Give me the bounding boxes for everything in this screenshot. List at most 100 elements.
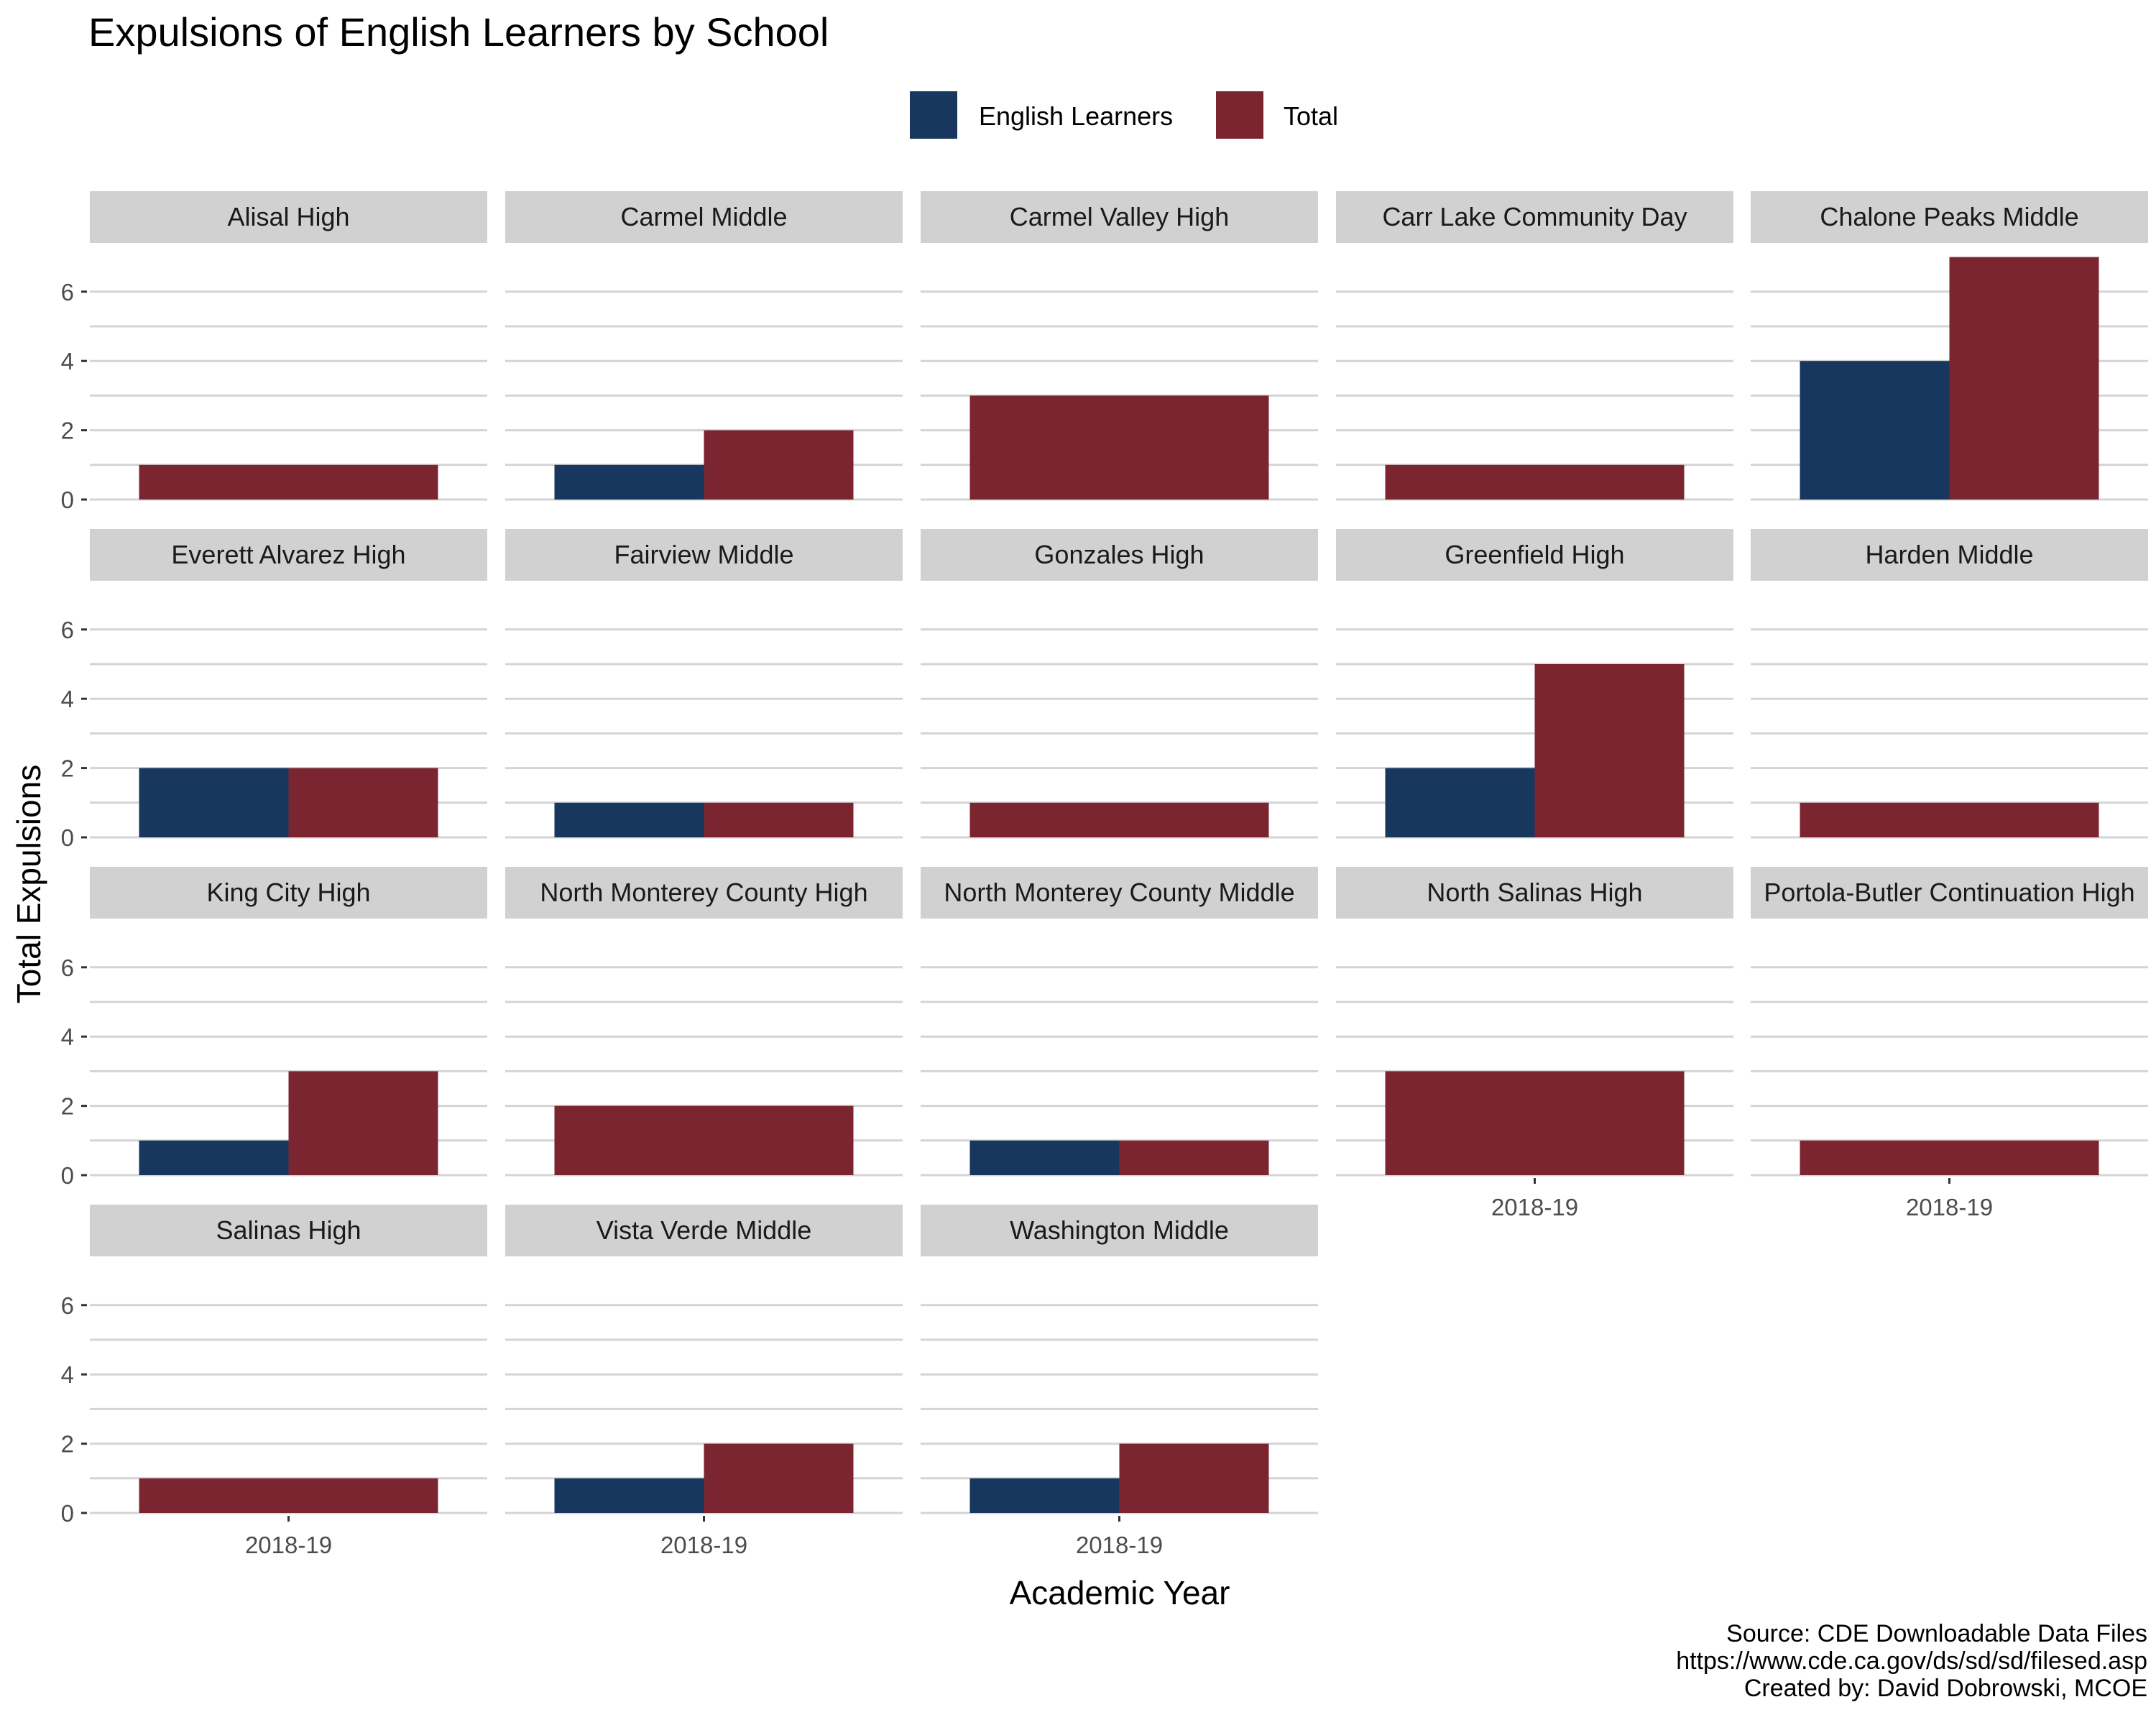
- facet-strip: [1751, 191, 2148, 243]
- y-tick-label: 2: [61, 755, 74, 782]
- facet-panel: Gonzales High: [921, 529, 1318, 839]
- bar-english-learners: [1800, 361, 1950, 500]
- facet-panel: North Monterey County High: [505, 867, 903, 1177]
- y-tick-label: 0: [61, 1500, 74, 1527]
- bar-total: [1119, 1140, 1269, 1175]
- facet-strip-label: Carr Lake Community Day: [1382, 202, 1687, 231]
- facet-strip: [505, 529, 903, 581]
- caption-line: Created by: David Dobrowski, MCOE: [1744, 1675, 2147, 1702]
- facet-strip: [1336, 191, 1733, 243]
- caption-line: Source: CDE Downloadable Data Files: [1726, 1620, 2147, 1647]
- facet-strip-label: North Salinas High: [1427, 878, 1642, 907]
- bar-english-learners: [969, 1478, 1120, 1513]
- facet-strip-label: Carmel Middle: [620, 202, 787, 231]
- facet-panel: North Monterey County Middle: [921, 867, 1318, 1177]
- y-tick-label: 0: [61, 487, 74, 513]
- bar-total: [1800, 802, 2099, 837]
- y-tick-label: 4: [61, 348, 74, 374]
- legend-key-0: [910, 91, 957, 139]
- facet-strip-label: Gonzales High: [1034, 540, 1204, 569]
- facet-strip-label: Greenfield High: [1445, 540, 1624, 569]
- facet-panel: Harden Middle: [1751, 529, 2148, 839]
- legend-label-1: Total: [1284, 101, 1338, 131]
- facet-panels: Alisal High 0 2 4 6 Carmel Middle Carmel Valle…: [61, 191, 2148, 1558]
- facet-strip: [90, 867, 487, 919]
- bar-total: [969, 802, 1269, 837]
- bar-total: [288, 1071, 438, 1175]
- caption-line: https://www.cde.ca.gov/ds/sd/sd/filesed.…: [1676, 1647, 2147, 1675]
- x-tick-label: 2018-19: [1906, 1194, 1993, 1220]
- caption: Source: CDE Downloadable Data Fileshttps…: [1676, 1620, 2147, 1702]
- facet-panel: Carmel Valley High: [921, 191, 1318, 501]
- y-tick-label: 2: [61, 418, 74, 444]
- facet-panel: Fairview Middle: [505, 529, 903, 839]
- facet-panel: King City High 0 2 4 6: [61, 867, 487, 1189]
- legend-key-1: [1216, 91, 1263, 139]
- facet-panel: Carr Lake Community Day: [1336, 191, 1733, 501]
- facet-strip-label: King City High: [206, 878, 370, 907]
- facet-strip-label: Portola-Butler Continuation High: [1764, 878, 2134, 907]
- facet-strip: [921, 1205, 1318, 1256]
- bar-total: [704, 802, 854, 837]
- facet-strip-label: Chalone Peaks Middle: [1820, 202, 2078, 231]
- bar-total: [1119, 1443, 1269, 1513]
- facet-strip: [90, 191, 487, 243]
- facet-strip-label: Vista Verde Middle: [596, 1215, 812, 1245]
- y-tick-label: 6: [61, 279, 74, 305]
- bar-total: [554, 1105, 854, 1175]
- x-axis-title: Academic Year: [1010, 1574, 1230, 1611]
- x-tick-label: 2018-19: [1491, 1194, 1578, 1220]
- facet-strip-label: North Monterey County Middle: [944, 878, 1294, 907]
- facet-strip: [1336, 529, 1733, 581]
- facet-strip: [921, 529, 1318, 581]
- facet-strip-label: North Monterey County High: [540, 878, 867, 907]
- facet-panel: Vista Verde Middle 2018-19: [505, 1205, 903, 1558]
- bar-total: [704, 1443, 854, 1513]
- y-tick-label: 2: [61, 1093, 74, 1120]
- legend: English Learners Total: [910, 91, 1338, 139]
- facet-strip: [1336, 867, 1733, 919]
- bar-total: [1385, 464, 1685, 500]
- facet-strip-label: Washington Middle: [1010, 1215, 1229, 1245]
- facet-strip: [921, 867, 1318, 919]
- y-tick-label: 0: [61, 824, 74, 851]
- facet-panel: Washington Middle 2018-19: [921, 1205, 1318, 1558]
- bar-english-learners: [1385, 768, 1535, 837]
- bar-english-learners: [139, 768, 289, 837]
- x-tick-label: 2018-19: [245, 1532, 332, 1558]
- y-tick-label: 6: [61, 617, 74, 643]
- bar-total: [139, 464, 438, 500]
- facet-strip: [505, 191, 903, 243]
- bar-english-learners: [969, 1140, 1120, 1175]
- facet-strip: [90, 529, 487, 581]
- bar-english-learners: [554, 464, 704, 500]
- bar-total: [139, 1478, 438, 1513]
- facet-panel: Portola-Butler Continuation High 2018-19: [1751, 867, 2148, 1220]
- bar-english-learners: [554, 1478, 704, 1513]
- y-tick-label: 2: [61, 1431, 74, 1458]
- facet-panel: Carmel Middle: [505, 191, 903, 501]
- facet-strip-label: Salinas High: [216, 1215, 361, 1245]
- x-tick-label: 2018-19: [660, 1532, 747, 1558]
- facet-strip-label: Harden Middle: [1865, 540, 2033, 569]
- bar-total: [969, 395, 1269, 500]
- y-tick-label: 4: [61, 1024, 74, 1050]
- facet-panel: Chalone Peaks Middle: [1751, 191, 2148, 501]
- bar-total: [1949, 257, 2099, 500]
- x-tick-label: 2018-19: [1076, 1532, 1163, 1558]
- bar-total: [288, 768, 438, 837]
- bar-total: [1385, 1071, 1685, 1175]
- bar-total: [704, 430, 854, 500]
- bar-total: [1534, 664, 1685, 837]
- facet-strip: [921, 191, 1318, 243]
- bar-english-learners: [139, 1140, 289, 1175]
- bar-total: [1800, 1140, 2099, 1175]
- bar-english-learners: [554, 802, 704, 837]
- facet-panel: Everett Alvarez High 0 2 4 6: [61, 529, 487, 851]
- chart-title: Expulsions of English Learners by School: [88, 9, 829, 55]
- facet-panel: Alisal High 0 2 4 6: [61, 191, 487, 513]
- facet-panel: Greenfield High: [1336, 529, 1733, 839]
- facet-strip: [1751, 529, 2148, 581]
- legend-label-0: English Learners: [979, 101, 1173, 131]
